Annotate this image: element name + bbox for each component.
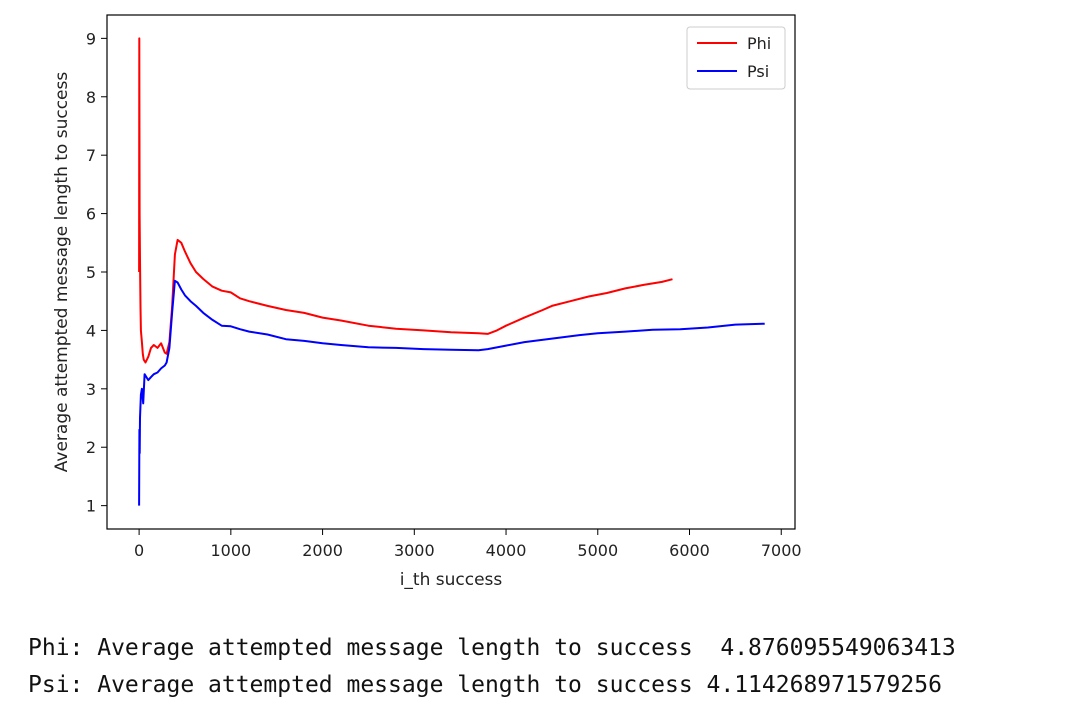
output-line-psi: Psi: Average attempted message length to… [28,672,942,698]
x-tick-label: 6000 [669,541,710,560]
x-tick-label: 2000 [302,541,343,560]
y-tick-label: 9 [86,29,96,48]
x-tick-label: 4000 [486,541,527,560]
x-tick-label: 3000 [394,541,435,560]
plot-area [106,14,796,530]
x-tick-label: 5000 [577,541,618,560]
x-axis-label: i_th success [400,570,503,590]
series-line-psi [138,279,765,506]
series-line-phi [138,37,673,364]
legend-label-phi: Phi [747,34,771,53]
y-tick-label: 2 [86,438,96,457]
y-tick-label: 4 [86,321,96,340]
output-line-phi: Phi: Average attempted message length to… [28,635,956,661]
legend: Phi Psi [686,26,786,90]
y-tick-label: 3 [86,380,96,399]
legend-label-psi: Psi [747,62,769,81]
x-tick-label: 0 [134,541,144,560]
line-chart: 0 1000 2000 3000 4000 5000 6000 7000 1 2 3 4 5 6 7 8 9 P… [52,14,802,590]
x-tick-label: 1000 [210,541,251,560]
y-tick-label: 5 [86,263,96,282]
y-tick-label: 1 [86,497,96,516]
y-axis-label: Average attempted message length to succ… [52,72,72,473]
y-tick-label: 8 [86,88,96,107]
y-tick-label: 6 [86,205,96,224]
x-tick-label: 7000 [761,541,802,560]
y-tick-label: 7 [86,146,96,165]
